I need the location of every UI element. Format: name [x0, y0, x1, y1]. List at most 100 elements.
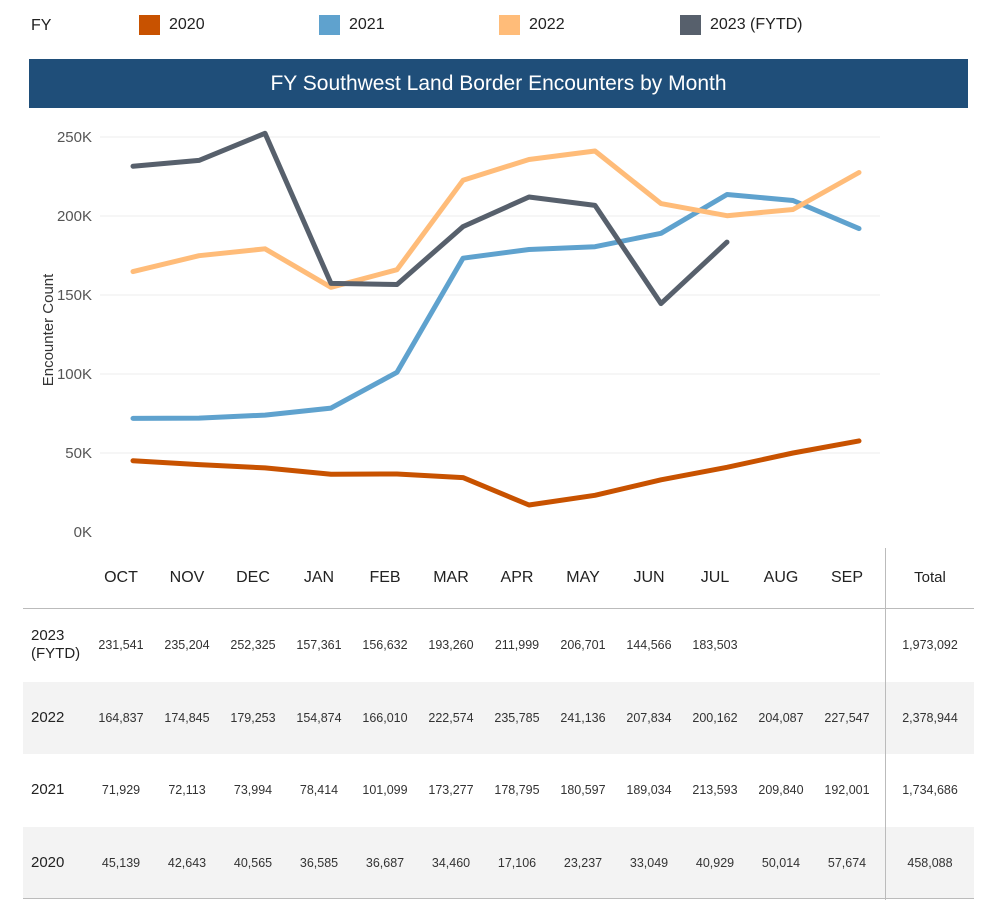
- table-cell: 166,010: [362, 710, 408, 725]
- legend-item-2022[interactable]: 2022: [499, 14, 565, 36]
- data-table: OCT NOV DEC JAN FEB MAR APR MAY JUN JUL AUG SEP Tota…: [23, 548, 974, 900]
- table-cell: 213,593: [692, 783, 738, 797]
- table-row: 2022 164,837 174,845 179,253 154,874 166,010 2…: [23, 681, 974, 754]
- table-cell: 73,994: [233, 783, 273, 797]
- table-cell: 164,837: [98, 710, 144, 725]
- column-header-total: Total: [914, 569, 946, 586]
- table-cell: 36,585: [299, 855, 339, 870]
- legend-title: FY: [31, 17, 52, 34]
- column-header-may: MAY: [566, 569, 600, 586]
- series-line-2020: [130, 438, 862, 508]
- legend-swatch-2023: [680, 15, 701, 35]
- column-header-dec: DEC: [236, 569, 270, 586]
- table-cell: 174,845: [164, 710, 210, 725]
- table-cell: [814, 609, 880, 681]
- table-cell: 34,460: [431, 855, 471, 870]
- column-header-sep: SEP: [830, 569, 863, 586]
- row-label: 2020: [31, 853, 65, 871]
- total-column-divider: [885, 548, 886, 900]
- table-cell: 173,277: [428, 783, 474, 797]
- table-cell: 211,999: [494, 638, 540, 652]
- legend-swatch-2022: [499, 15, 520, 35]
- table-cell: 222,574: [428, 710, 474, 725]
- header-divider: [23, 608, 974, 609]
- table-cell: 200,162: [692, 710, 738, 725]
- table-cell: 178,795: [494, 783, 540, 797]
- table-cell: 45,139: [101, 855, 141, 870]
- series-line-2023: [130, 130, 730, 307]
- legend-swatch-2020: [139, 15, 160, 35]
- row-total-cell: 2,378,944: [902, 710, 958, 725]
- table-cell: 40,929: [695, 855, 735, 870]
- table-cell: 179,253: [230, 710, 276, 725]
- table-cell: 235,785: [494, 710, 540, 725]
- line-chart: 0K 50K 100K 150K 200K 250K Encounter Count: [40, 129, 880, 541]
- table-cell: 156,632: [362, 638, 408, 652]
- column-header-apr: APR: [500, 569, 534, 586]
- table-cell: 144,566: [626, 638, 672, 652]
- column-header-jun: JUN: [633, 569, 665, 586]
- table-cell: 241,136: [560, 710, 606, 725]
- y-tick-label: 250K: [57, 129, 92, 146]
- table-cell: 235,204: [164, 638, 210, 652]
- table-cell: 57,674: [827, 855, 867, 870]
- table-cell: 206,701: [560, 638, 606, 652]
- table-cell: 193,260: [428, 638, 474, 652]
- table-cell: 33,049: [629, 855, 669, 870]
- table-cell: 157,361: [296, 638, 342, 652]
- chart-title-bar: FY Southwest Land Border Encounters by M…: [29, 59, 968, 108]
- legend-label-2020: 2020: [169, 16, 205, 33]
- y-tick-label: 200K: [57, 208, 92, 225]
- y-tick-label: 0K: [74, 524, 92, 541]
- table-cell: 42,643: [167, 855, 207, 870]
- row-label: 2021: [31, 781, 65, 798]
- column-header-feb: FEB: [369, 569, 401, 586]
- table-cell: 154,874: [296, 710, 342, 725]
- column-header-mar: MAR: [433, 569, 469, 586]
- y-tick-label: 100K: [57, 366, 92, 383]
- column-header-oct: OCT: [104, 569, 138, 586]
- legend-item-2020[interactable]: 2020: [139, 14, 205, 36]
- chart-legend: FY 2020 2021 2022 2023 (FYTD): [0, 14, 1000, 40]
- table-cell: 71,929: [101, 783, 141, 797]
- table-row: 2021 71,929 72,113 73,994 78,414 101,099 173,2…: [23, 754, 974, 826]
- table-cell: 78,414: [299, 783, 339, 797]
- table-cell: 17,106: [497, 855, 537, 870]
- row-total-cell: 1,734,686: [902, 783, 958, 797]
- table-row: 2020 45,139 42,643 40,565 36,585 36,687 34,460…: [23, 826, 974, 899]
- column-header-jan: JAN: [303, 569, 335, 586]
- row-total-cell: 458,088: [907, 855, 953, 870]
- table-cell: 252,325: [230, 638, 276, 652]
- legend-label-2022: 2022: [529, 16, 565, 33]
- table-row: 2023 (FYTD) 231,541 235,204 252,325 157,361 1…: [23, 609, 974, 681]
- legend-swatch-2021: [319, 15, 340, 35]
- row-label: 2023 (FYTD): [31, 627, 81, 662]
- legend-item-2021[interactable]: 2021: [319, 14, 385, 36]
- series-line-2021: [130, 192, 862, 421]
- table-cell: 101,099: [362, 783, 408, 797]
- column-header-nov: NOV: [169, 569, 205, 586]
- table-cell: 231,541: [98, 638, 144, 652]
- table-header-row: OCT NOV DEC JAN FEB MAR APR MAY JUN JUL AUG SEP Tota…: [23, 548, 974, 608]
- table-bottom-border: [23, 898, 974, 899]
- column-header-jul: JUL: [700, 569, 730, 586]
- legend-item-2023[interactable]: 2023 (FYTD): [680, 14, 802, 36]
- y-axis-title: Encounter Count: [40, 273, 57, 386]
- y-tick-label: 50K: [65, 445, 92, 462]
- legend-label-2021: 2021: [349, 16, 385, 33]
- y-tick-label: 150K: [57, 287, 92, 304]
- table-cell: 227,547: [824, 710, 870, 725]
- table-cell: [748, 609, 814, 681]
- column-header-aug: AUG: [763, 569, 799, 586]
- table-cell: 209,840: [758, 783, 804, 797]
- series-line-2022: [130, 148, 862, 290]
- table-cell: 183,503: [692, 638, 738, 652]
- table-cell: 72,113: [168, 783, 206, 797]
- chart-title: FY Southwest Land Border Encounters by M…: [270, 71, 727, 95]
- table-cell: 192,001: [824, 783, 870, 797]
- table-cell: 189,034: [626, 783, 672, 797]
- legend-label-2023: 2023 (FYTD): [710, 16, 803, 33]
- table-cell: 180,597: [560, 783, 606, 797]
- table-cell: 36,687: [365, 855, 405, 870]
- row-label: 2022: [31, 708, 65, 726]
